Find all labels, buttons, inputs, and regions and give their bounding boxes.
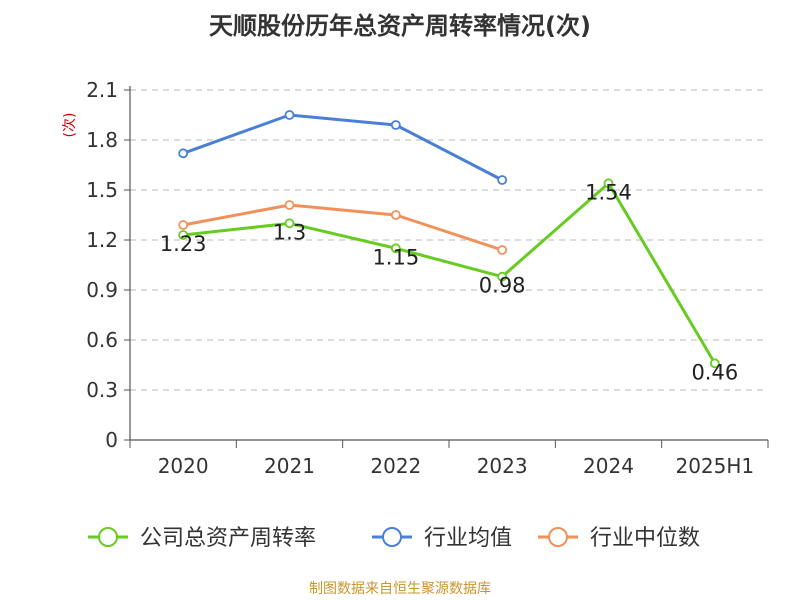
legend-marker [548, 527, 568, 547]
y-axis-label: (次) [62, 113, 78, 138]
series-line [183, 181, 717, 365]
data-point [709, 358, 720, 369]
x-tick-label: 2025H1 [675, 454, 754, 478]
x-tick-label: 2022 [370, 454, 421, 478]
x-tick-label: 2024 [583, 454, 634, 478]
data-label: 1.15 [372, 245, 419, 269]
data-point [390, 120, 401, 130]
data-point [603, 178, 614, 189]
legend-label: 行业中位数 [590, 526, 700, 551]
y-tick-label: 1.2 [86, 228, 118, 252]
data-label: 1.54 [585, 180, 632, 204]
data-point [284, 200, 295, 210]
y-tick-label: 0.9 [86, 278, 118, 302]
y-tick-label: 0.6 [86, 328, 118, 352]
y-tick-label: 0.3 [86, 378, 118, 402]
series-line [182, 203, 503, 252]
data-point [284, 110, 295, 120]
chart-title: 天顺股份历年总资产周转率情况(次) [209, 12, 591, 40]
data-label: 0.46 [691, 360, 738, 384]
data-point [284, 218, 295, 229]
data-point [497, 175, 508, 185]
data-point [390, 243, 401, 254]
data-label: 1.23 [160, 232, 207, 256]
data-point [497, 245, 508, 255]
legend-marker [98, 527, 118, 547]
legend-label: 公司总资产周转率 [140, 526, 316, 551]
data-point [178, 148, 189, 159]
data-point [390, 210, 401, 220]
data-label: 1.3 [273, 220, 306, 244]
y-tick-label: 1.5 [86, 178, 118, 202]
source-note: 制图数据来自恒生聚源数据库 [309, 581, 491, 597]
data-point [497, 271, 508, 282]
y-tick-label: 2.1 [86, 78, 118, 102]
x-tick-label: 2021 [264, 454, 315, 478]
data-point [178, 220, 189, 230]
data-label: 0.98 [479, 274, 526, 298]
x-tick-label: 2023 [477, 454, 528, 478]
legend-marker [382, 527, 402, 547]
y-tick-label: 0 [105, 428, 118, 452]
data-point [178, 230, 189, 240]
series-line [182, 113, 503, 182]
y-tick-label: 1.8 [86, 128, 118, 152]
legend-label: 行业均值 [424, 526, 512, 551]
x-tick-label: 2020 [158, 454, 209, 478]
